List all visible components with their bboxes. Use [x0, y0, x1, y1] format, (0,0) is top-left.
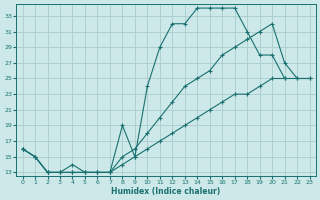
X-axis label: Humidex (Indice chaleur): Humidex (Indice chaleur): [111, 187, 221, 196]
